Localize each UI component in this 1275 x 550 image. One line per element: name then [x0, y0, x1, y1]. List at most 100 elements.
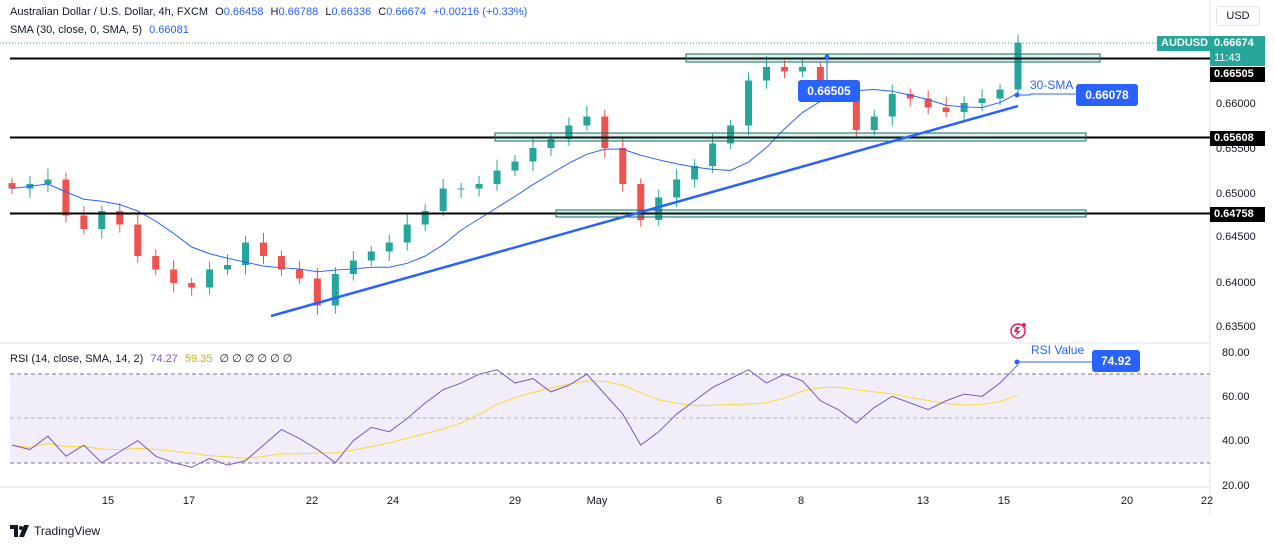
ohlc-low: 0.66336	[331, 6, 372, 18]
alert-dot-icon	[1022, 323, 1026, 327]
candle-body	[403, 224, 411, 243]
price-tick: 0.65000	[1216, 188, 1256, 200]
price-tick: 0.64000	[1216, 277, 1256, 289]
candle-body	[331, 274, 339, 306]
rsi-tick: 60.00	[1222, 391, 1250, 403]
rsi-annotation-anchor	[1014, 359, 1020, 365]
rsi-legend[interactable]: RSI (14, close, SMA, 14, 2) 74.27 59.35 …	[10, 352, 296, 365]
ohlc-close-label: C	[378, 6, 387, 18]
ohlc-change: +0.00216 (+0.33%)	[433, 6, 528, 18]
candle-body	[116, 211, 124, 225]
sma-legend[interactable]: SMA (30, close, 0, SMA, 5) 0.66081	[10, 24, 193, 36]
candle-body	[529, 148, 537, 162]
sma-callout-value[interactable]: 0.66078	[1076, 84, 1138, 106]
time-tick: 22	[306, 495, 318, 507]
candle-body	[798, 67, 806, 72]
sma-legend-label: SMA (30, close, 0, SMA, 5)	[10, 24, 143, 36]
candle-body	[188, 283, 196, 288]
sma-legend-value: 0.66081	[149, 24, 189, 36]
candle-body	[260, 242, 267, 256]
candle-body	[870, 116, 878, 130]
candle-body	[511, 161, 519, 171]
ohlc-open: 0.66458	[223, 6, 264, 18]
symbol-legend[interactable]: Australian Dollar / U.S. Dollar, 4h, FXC…	[10, 6, 531, 18]
time-tick: 17	[183, 495, 195, 507]
level-tag-high: 0.66505	[1210, 67, 1265, 82]
price-tick: 0.64500	[1216, 231, 1256, 243]
candle-body	[637, 184, 645, 220]
candle-body	[493, 170, 501, 184]
time-tick: 8	[798, 495, 804, 507]
candle-body	[583, 116, 591, 126]
time-tick: May	[587, 495, 608, 507]
candle-body	[673, 179, 681, 198]
candle-body	[601, 116, 609, 148]
ohlc-open-label: O	[215, 6, 224, 18]
candle-body	[924, 98, 932, 108]
candle-body	[475, 184, 483, 189]
candle-body	[888, 94, 896, 117]
candle-body	[439, 188, 447, 211]
alert-bolt-icon	[1014, 327, 1021, 336]
candle-body	[8, 183, 16, 189]
time-tick: 13	[917, 495, 929, 507]
candle-body	[816, 67, 824, 90]
candle-body	[1014, 42, 1022, 90]
candle-body	[745, 80, 753, 126]
rsi-line	[11, 364, 1019, 468]
candle-body	[978, 98, 986, 103]
resistance-annotation-anchor	[824, 54, 830, 60]
price-tick: 0.65500	[1216, 143, 1256, 155]
trendline[interactable]	[270, 104, 1019, 318]
support-zone-low[interactable]	[555, 209, 1087, 218]
sma-callout-label: 30-SMA	[1030, 78, 1074, 92]
alert-icon[interactable]	[1010, 323, 1026, 339]
candle-body	[709, 143, 717, 166]
currency-button[interactable]: USD	[1216, 6, 1260, 26]
candle-body	[44, 179, 52, 184]
candle-body	[996, 89, 1004, 99]
tradingview-logo[interactable]: TradingView	[10, 524, 100, 538]
candle-body	[134, 224, 142, 256]
rsi-tick: 20.00	[1222, 480, 1250, 492]
rsi-legend-placeholders: ∅ ∅ ∅ ∅ ∅ ∅	[219, 353, 293, 365]
ohlc-high: 0.66788	[278, 6, 319, 18]
candle-body	[960, 103, 968, 112]
candle-body	[62, 179, 70, 216]
candle-body	[421, 211, 429, 225]
time-tick: 29	[509, 495, 521, 507]
rsi-tick: 40.00	[1222, 435, 1250, 447]
time-tick: 22	[1201, 495, 1213, 507]
rsi-legend-label: RSI (14, close, SMA, 14, 2)	[10, 353, 144, 365]
resistance-zone[interactable]	[685, 53, 1101, 63]
candle-body	[780, 67, 788, 72]
ohlc-close: 0.66674	[386, 6, 426, 18]
candle-body	[691, 166, 699, 180]
rsi-legend-ma-value: 59.35	[184, 353, 213, 365]
resistance-callout[interactable]: 0.66505	[798, 80, 860, 102]
rsi-callout-value[interactable]: 74.92	[1092, 350, 1140, 372]
candle-body	[277, 256, 285, 270]
candle-body	[655, 197, 663, 220]
last-price-tag: 0.66674	[1210, 36, 1265, 51]
sma-annotation-anchor	[1014, 92, 1020, 98]
candle-body	[852, 94, 860, 130]
support-zone-mid[interactable]	[494, 132, 1087, 142]
price-tick: 0.63500	[1216, 321, 1256, 333]
candle-body	[457, 188, 465, 190]
time-tick: 6	[716, 495, 722, 507]
candle-body	[349, 260, 357, 274]
ohlc-high-label: H	[270, 6, 279, 18]
candle-body	[367, 251, 375, 261]
candles-group	[8, 34, 1022, 315]
tradingview-logo-icon	[10, 525, 29, 537]
candle-body	[170, 269, 178, 283]
candle-body	[385, 242, 393, 252]
rsi-callout-label: RSI Value	[1031, 343, 1085, 357]
candle-body	[906, 94, 914, 99]
candle-body	[727, 125, 735, 144]
ohlc-low-label: L	[325, 6, 332, 18]
time-tick: 24	[387, 495, 399, 507]
rsi-tick: 80.00	[1222, 347, 1250, 359]
